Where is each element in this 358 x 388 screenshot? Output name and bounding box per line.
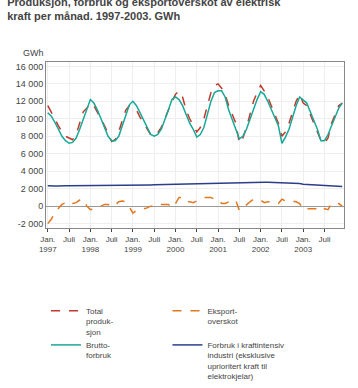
svg-text:Juli: Juli — [148, 235, 160, 244]
svg-text:14 000: 14 000 — [16, 79, 44, 89]
svg-text:6 000: 6 000 — [21, 149, 44, 159]
svg-text:8 000: 8 000 — [21, 131, 44, 141]
svg-text:Produksjon, forbruk og eksport: Produksjon, forbruk og eksportoverskot a… — [7, 0, 281, 22]
svg-text:10 000: 10 000 — [16, 114, 44, 124]
svg-text:Jan.2001: Jan.2001 — [209, 235, 227, 254]
svg-text:2 000: 2 000 — [21, 184, 44, 194]
svg-text:Juli: Juli — [191, 235, 203, 244]
svg-text:Jan.1999: Jan.1999 — [124, 235, 142, 254]
svg-text:Juli: Juli — [276, 235, 288, 244]
svg-text:-2 000: -2 000 — [18, 219, 44, 229]
svg-text:GWh: GWh — [23, 48, 44, 58]
svg-text:12 000: 12 000 — [16, 96, 44, 106]
svg-text:Jan.2002: Jan.2002 — [252, 235, 270, 254]
svg-text:Jan.2003: Jan.2003 — [294, 235, 312, 254]
svg-text:Brutto-forbruk: Brutto-forbruk — [86, 341, 112, 360]
svg-text:Juli: Juli — [63, 235, 75, 244]
svg-text:16 000: 16 000 — [16, 62, 44, 72]
svg-text:4 000: 4 000 — [21, 166, 44, 176]
svg-text:Jan.1998: Jan.1998 — [81, 235, 99, 254]
svg-text:0: 0 — [38, 201, 43, 211]
svg-text:Juli: Juli — [233, 235, 245, 244]
svg-text:Juli: Juli — [318, 235, 330, 244]
svg-text:Juli: Juli — [106, 235, 118, 244]
svg-text:Forbruk i kraftintensivindustr: Forbruk i kraftintensivindustri (eksklus… — [207, 341, 283, 381]
svg-text:Jan.1997: Jan.1997 — [39, 235, 57, 254]
svg-text:Jan.2000: Jan.2000 — [167, 235, 185, 254]
svg-text:Totalproduk-sjon: Totalproduk-sjon — [86, 307, 113, 337]
svg-text:Eksport-overskot: Eksport-overskot — [207, 307, 238, 326]
